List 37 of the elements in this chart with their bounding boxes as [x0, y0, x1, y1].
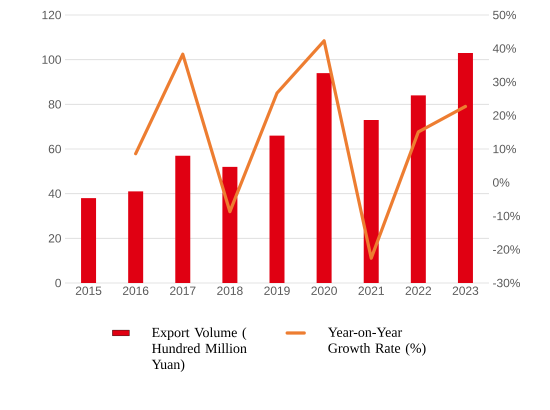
line-series: [134, 39, 468, 260]
legend-label: Export Volume ( Hundred Million Yuan): [152, 327, 247, 372]
y-tick-label: 120: [42, 10, 62, 20]
x-tick-label: 2016: [122, 286, 148, 295]
y-tick-label: 0: [55, 278, 62, 288]
x-tick-label: 2015: [76, 286, 102, 295]
y2-tick-label: -10%: [493, 212, 520, 220]
y2-tick-label: 10%: [493, 144, 516, 154]
bar: [364, 120, 379, 283]
bar: [458, 52, 473, 283]
x-tick-label: 2022: [406, 286, 432, 295]
y2-tick-label: 50%: [493, 10, 516, 20]
y-tick-label: 20: [48, 234, 62, 243]
y2-tick-label: 30%: [492, 78, 516, 86]
y2-tick-label: 0%: [492, 178, 510, 187]
x-tick-label: 2023: [452, 286, 478, 295]
y-tick-label: 60: [48, 144, 62, 154]
legend-label: Year-on-Year Growth Rate (%): [328, 328, 426, 356]
y-tick-label: 40: [48, 189, 62, 198]
x-tick-label: 2021: [358, 286, 384, 295]
bar: [128, 191, 144, 283]
y-tick-label: 80: [48, 100, 62, 109]
x-tick-label: 2017: [170, 286, 196, 295]
x-tick-label: 2019: [264, 286, 290, 295]
bar: [410, 95, 426, 283]
bar: [222, 166, 238, 283]
x-tick-label: 2020: [311, 286, 337, 295]
y2-tick-label: 40%: [492, 44, 516, 53]
x-tick-label: 2018: [217, 286, 243, 295]
bar: [270, 136, 284, 283]
bar: [316, 73, 332, 283]
bar: [81, 198, 96, 283]
bar: [175, 156, 190, 283]
y2-tick-label: 20%: [493, 111, 516, 120]
y2-tick-label: -20%: [493, 245, 520, 254]
y-tick-label: 100: [42, 55, 62, 64]
y2-tick-label: -30%: [493, 278, 520, 288]
